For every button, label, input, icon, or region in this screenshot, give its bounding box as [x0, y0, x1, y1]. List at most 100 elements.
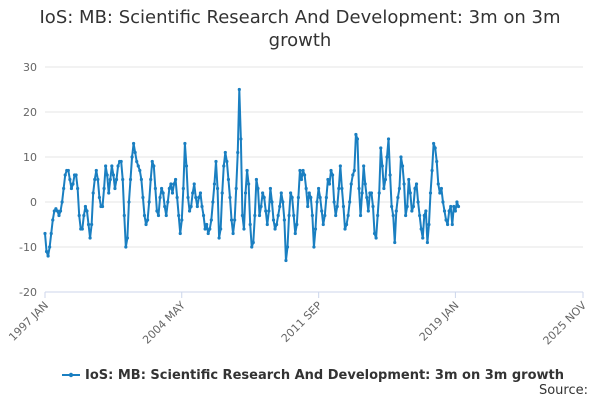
data-point[interactable]: [379, 146, 383, 150]
data-point[interactable]: [91, 191, 95, 195]
data-point[interactable]: [427, 222, 431, 227]
data-point[interactable]: [147, 200, 151, 204]
data-point[interactable]: [163, 204, 167, 209]
data-point[interactable]: [55, 209, 60, 213]
data-point[interactable]: [295, 222, 299, 227]
data-point[interactable]: [279, 191, 283, 195]
data-point[interactable]: [104, 164, 108, 168]
data-point[interactable]: [170, 191, 175, 195]
data-point[interactable]: [372, 231, 377, 236]
data-point[interactable]: [236, 150, 240, 155]
data-point[interactable]: [303, 173, 307, 177]
data-point[interactable]: [289, 191, 293, 195]
data-point[interactable]: [90, 222, 94, 227]
data-point[interactable]: [447, 209, 451, 213]
data-point[interactable]: [63, 173, 67, 177]
data-point[interactable]: [132, 141, 136, 146]
data-point[interactable]: [349, 182, 353, 186]
data-point[interactable]: [119, 159, 123, 164]
data-point[interactable]: [136, 164, 140, 168]
data-point[interactable]: [173, 177, 178, 182]
data-point[interactable]: [201, 213, 206, 218]
data-point[interactable]: [268, 186, 272, 191]
data-point[interactable]: [450, 222, 454, 227]
data-point[interactable]: [217, 236, 221, 240]
data-point[interactable]: [93, 177, 97, 182]
data-point[interactable]: [348, 200, 352, 204]
data-point[interactable]: [436, 182, 440, 186]
data-point[interactable]: [187, 209, 192, 213]
data-point[interactable]: [153, 186, 157, 191]
data-point[interactable]: [391, 213, 395, 218]
data-point[interactable]: [307, 191, 311, 195]
data-point[interactable]: [413, 186, 417, 191]
data-point[interactable]: [366, 209, 370, 213]
data-point[interactable]: [362, 164, 366, 168]
data-point[interactable]: [138, 168, 142, 173]
data-point[interactable]: [178, 231, 182, 236]
data-point[interactable]: [438, 191, 442, 195]
data-point[interactable]: [127, 200, 131, 204]
data-point[interactable]: [242, 227, 246, 231]
data-point[interactable]: [229, 218, 234, 222]
data-point[interactable]: [159, 186, 164, 191]
data-point[interactable]: [156, 213, 161, 218]
data-point[interactable]: [83, 204, 88, 209]
data-point[interactable]: [393, 240, 397, 245]
data-point[interactable]: [146, 218, 150, 222]
data-point[interactable]: [225, 159, 229, 164]
data-point[interactable]: [382, 186, 386, 191]
data-point[interactable]: [139, 177, 143, 182]
data-point[interactable]: [455, 200, 459, 204]
data-point[interactable]: [357, 186, 361, 191]
data-point[interactable]: [371, 204, 375, 209]
data-point[interactable]: [421, 236, 425, 240]
data-point[interactable]: [74, 173, 78, 177]
data-point[interactable]: [416, 200, 420, 204]
data-point[interactable]: [66, 168, 70, 173]
data-point[interactable]: [46, 254, 50, 258]
data-point[interactable]: [141, 195, 145, 200]
data-point[interactable]: [142, 213, 147, 218]
data-point[interactable]: [237, 87, 241, 92]
data-point[interactable]: [52, 209, 56, 213]
data-point[interactable]: [189, 204, 193, 209]
data-point[interactable]: [428, 191, 433, 195]
data-point[interactable]: [219, 227, 223, 231]
data-point[interactable]: [68, 177, 72, 182]
data-point[interactable]: [208, 227, 212, 231]
data-point[interactable]: [198, 191, 203, 195]
data-point[interactable]: [338, 164, 342, 168]
data-point[interactable]: [254, 177, 259, 182]
data-point[interactable]: [243, 191, 248, 195]
data-point[interactable]: [327, 182, 332, 186]
data-point[interactable]: [251, 240, 255, 245]
data-point[interactable]: [344, 222, 349, 227]
data-point[interactable]: [76, 186, 80, 191]
data-point[interactable]: [264, 209, 268, 213]
data-point[interactable]: [394, 209, 398, 213]
data-point[interactable]: [195, 204, 199, 209]
data-point[interactable]: [161, 191, 165, 195]
data-point[interactable]: [214, 159, 218, 164]
data-point[interactable]: [108, 177, 112, 182]
data-point[interactable]: [397, 186, 402, 191]
data-point[interactable]: [44, 249, 49, 254]
data-point[interactable]: [57, 213, 61, 218]
data-point[interactable]: [430, 168, 434, 173]
data-point[interactable]: [71, 182, 75, 186]
data-point[interactable]: [315, 200, 319, 204]
data-point[interactable]: [358, 213, 363, 218]
data-point[interactable]: [211, 200, 215, 204]
data-point[interactable]: [184, 164, 189, 168]
data-point[interactable]: [49, 231, 53, 236]
data-point[interactable]: [422, 213, 426, 218]
data-point[interactable]: [405, 204, 409, 209]
legend[interactable]: IoS: MB: Scientific Research And Develop…: [62, 368, 564, 383]
data-point[interactable]: [43, 231, 47, 236]
data-point[interactable]: [96, 177, 100, 182]
data-point[interactable]: [167, 186, 171, 191]
data-point[interactable]: [380, 164, 384, 168]
data-point[interactable]: [181, 186, 185, 191]
data-point[interactable]: [130, 155, 134, 159]
